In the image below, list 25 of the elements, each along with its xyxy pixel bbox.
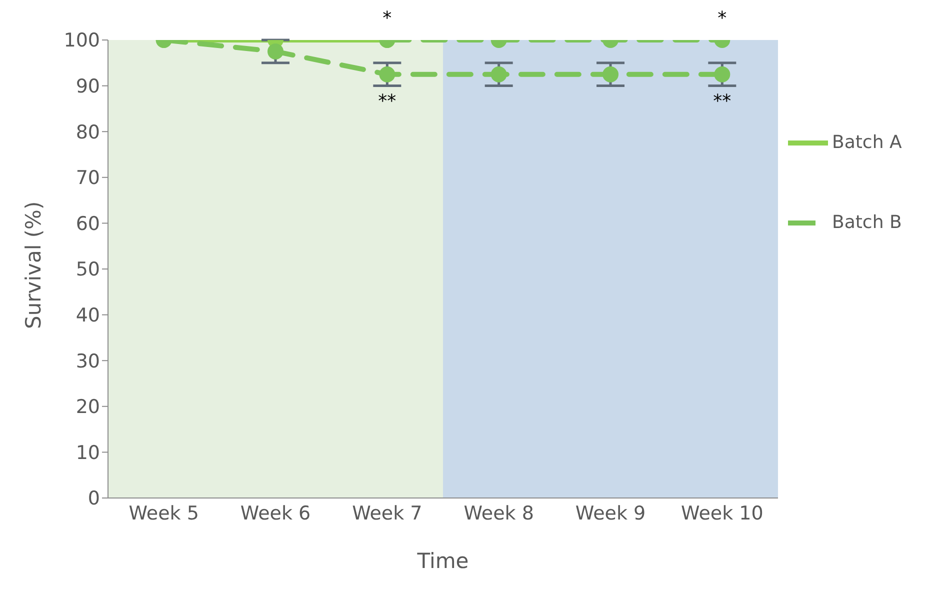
y-tick-label: 50 bbox=[76, 258, 100, 281]
x-tick-label: Week 10 bbox=[681, 502, 764, 524]
y-tick-label: 20 bbox=[76, 396, 100, 418]
legend-label: Batch B bbox=[832, 212, 902, 233]
y-tick-label: 0 bbox=[88, 488, 100, 510]
annotation: ** bbox=[713, 91, 732, 112]
x-tick-label: Week 6 bbox=[240, 502, 311, 524]
y-tick-label: 70 bbox=[76, 167, 100, 190]
x-tick-label: Week 9 bbox=[575, 502, 646, 524]
y-tick-label: 100 bbox=[64, 30, 100, 52]
y-tick-label: 30 bbox=[76, 350, 100, 372]
annotation: ** bbox=[378, 91, 396, 112]
x-tick-label: Week 5 bbox=[128, 502, 199, 524]
y-tick-label: 60 bbox=[76, 212, 100, 235]
y-tick-label: 10 bbox=[76, 442, 100, 464]
x-tick-label: Week 8 bbox=[464, 502, 534, 524]
y-axis-title: Survival (%) bbox=[21, 201, 46, 329]
y-tick-label: 80 bbox=[76, 121, 100, 144]
x-tick-label: Week 7 bbox=[352, 502, 422, 524]
annotation: * bbox=[718, 8, 727, 29]
annotation: * bbox=[382, 8, 392, 29]
x-axis-title: Time bbox=[416, 549, 469, 573]
legend-label: Batch A bbox=[832, 132, 902, 153]
y-tick-label: 90 bbox=[76, 76, 100, 98]
y-tick-label: 40 bbox=[76, 304, 100, 327]
